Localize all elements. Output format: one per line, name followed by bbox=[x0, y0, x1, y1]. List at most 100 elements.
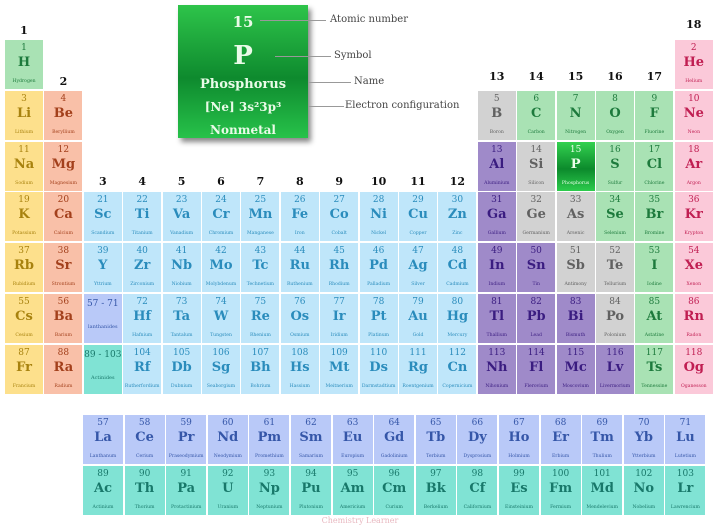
element-cell-al[interactable]: 13 Al Aluminium bbox=[477, 141, 516, 191]
element-cell-ne[interactable]: 10 Ne Neon bbox=[674, 90, 713, 140]
element-cell-re[interactable]: 75 Re Rhenium bbox=[241, 294, 280, 343]
element-cell-ru[interactable]: 44 Ru Ruthenium bbox=[280, 243, 319, 293]
element-cell-tc[interactable]: 43 Tc Technetium bbox=[241, 243, 280, 293]
element-cell-te[interactable]: 52 Te Tellurium bbox=[596, 243, 634, 293]
element-cell-in[interactable]: 49 In Indium bbox=[477, 243, 516, 293]
element-cell-tl[interactable]: 81 Tl Thallium bbox=[477, 294, 516, 343]
element-cell-hg[interactable]: 80 Hg Mercury bbox=[438, 294, 477, 343]
element-cell-ra[interactable]: 88 Ra Radium bbox=[44, 344, 83, 394]
element-cell-i[interactable]: 53 I Iodine bbox=[635, 243, 674, 293]
element-cell-ni[interactable]: 28 Ni Nickel bbox=[359, 192, 398, 242]
element-cell-am[interactable]: 95 Am Americium bbox=[332, 466, 373, 515]
element-cell-es[interactable]: 99 Es Einsteinium bbox=[499, 466, 539, 515]
element-cell-db[interactable]: 105 Db Dubnium bbox=[162, 344, 201, 394]
element-cell-kr[interactable]: 36 Kr Krypton bbox=[674, 192, 713, 242]
element-cell-p[interactable]: 15 P Phosphorus bbox=[556, 141, 595, 191]
element-cell-sm[interactable]: 62 Sm Samarium bbox=[291, 415, 331, 464]
element-cell-th[interactable]: 90 Th Thorium bbox=[124, 466, 165, 515]
element-cell-mt[interactable]: 109 Mt Meitnerium bbox=[320, 344, 359, 394]
element-cell-cu[interactable]: 29 Cu Copper bbox=[399, 192, 437, 242]
element-cell-nb[interactable]: 41 Nb Niobium bbox=[162, 243, 201, 293]
element-cell-cf[interactable]: 98 Cf Californium bbox=[457, 466, 498, 515]
element-cell-tb[interactable]: 65 Tb Terbium bbox=[415, 415, 456, 464]
element-cell-os[interactable]: 76 Os Osmium bbox=[280, 294, 319, 343]
element-cell-pd[interactable]: 46 Pd Palladium bbox=[359, 243, 398, 293]
element-cell-lu[interactable]: 71 Lu Lutetium bbox=[665, 415, 706, 464]
element-cell-rb[interactable]: 37 Rb Rubidium bbox=[5, 243, 43, 293]
element-cell-tm[interactable]: 69 Tm Thulium bbox=[582, 415, 623, 464]
element-cell-cd[interactable]: 48 Cd Cadmium bbox=[438, 243, 477, 293]
element-cell-sg[interactable]: 106 Sg Seaborgium bbox=[202, 344, 240, 394]
element-cell-mo[interactable]: 42 Mo Molybdenum bbox=[202, 243, 240, 293]
element-cell-u[interactable]: 92 U Uranium bbox=[207, 466, 248, 515]
element-cell-f[interactable]: 9 F Fluorine bbox=[635, 90, 674, 140]
element-cell-bi[interactable]: 83 Bi Bismuth bbox=[556, 294, 595, 343]
element-cell-lr[interactable]: 103 Lr Lawrencium bbox=[665, 466, 706, 515]
element-cell-po[interactable]: 84 Po Polonium bbox=[596, 294, 634, 343]
element-cell-s[interactable]: 16 S Sulfur bbox=[596, 141, 634, 191]
element-cell-o[interactable]: 8 O Oxygen bbox=[596, 90, 634, 140]
element-cell-h[interactable]: 1 H Hydrogen bbox=[5, 40, 43, 89]
element-cell-ho[interactable]: 67 Ho Holmium bbox=[499, 415, 539, 464]
element-cell-og[interactable]: 118 Og Oganesson bbox=[674, 344, 713, 394]
element-cell-la[interactable]: 57 La Lanthanum bbox=[83, 415, 123, 464]
element-cell-pr[interactable]: 59 Pr Praseodymium bbox=[166, 415, 207, 464]
element-cell-rg[interactable]: 111 Rg Roentgenium bbox=[399, 344, 437, 394]
element-cell-gd[interactable]: 64 Gd Gadolinium bbox=[374, 415, 415, 464]
element-cell-mn[interactable]: 25 Mn Manganese bbox=[241, 192, 280, 242]
element-cell-w[interactable]: 74 W Tungsten bbox=[202, 294, 240, 343]
element-cell-ag[interactable]: 47 Ag Silver bbox=[399, 243, 437, 293]
element-cell-cs[interactable]: 55 Cs Cesium bbox=[5, 294, 43, 343]
element-cell-bh[interactable]: 107 Bh Bohrium bbox=[241, 344, 280, 394]
element-cell-eu[interactable]: 63 Eu Europium bbox=[332, 415, 373, 464]
element-cell-k[interactable]: 19 K Potassium bbox=[5, 192, 43, 242]
element-cell-ga[interactable]: 31 Ga Gallium bbox=[477, 192, 516, 242]
element-cell-ac[interactable]: 89 Ac Actinium bbox=[83, 466, 123, 515]
element-cell-fm[interactable]: 100 Fm Fermium bbox=[540, 466, 581, 515]
element-cell-rh[interactable]: 45 Rh Rhodium bbox=[320, 243, 359, 293]
element-cell-co[interactable]: 27 Co Cobalt bbox=[320, 192, 359, 242]
element-cell-va[interactable]: 23 Va Vanadium bbox=[162, 192, 201, 242]
element-cell-pa[interactable]: 91 Pa Protactinium bbox=[166, 466, 207, 515]
placeholder-lanthanides[interactable]: 57 - 71 lanthanides bbox=[83, 294, 122, 343]
element-cell-hf[interactable]: 72 Hf Hafnium bbox=[123, 294, 162, 343]
element-cell-ge[interactable]: 32 Ge Germanium bbox=[517, 192, 556, 242]
element-cell-ti[interactable]: 22 Ti Titanium bbox=[123, 192, 162, 242]
element-cell-er[interactable]: 68 Er Erbium bbox=[540, 415, 581, 464]
element-cell-sb[interactable]: 51 Sb Antimony bbox=[556, 243, 595, 293]
element-cell-ta[interactable]: 73 Ta Tantalum bbox=[162, 294, 201, 343]
element-cell-hs[interactable]: 108 Hs Hassium bbox=[280, 344, 319, 394]
element-cell-np[interactable]: 93 Np Neptunium bbox=[249, 466, 290, 515]
element-cell-sc[interactable]: 21 Sc Scandium bbox=[83, 192, 122, 242]
element-cell-au[interactable]: 79 Au Gold bbox=[399, 294, 437, 343]
element-cell-ds[interactable]: 110 Ds Darmstadtium bbox=[359, 344, 398, 394]
element-cell-fr[interactable]: 87 Fr Francium bbox=[5, 344, 43, 394]
element-cell-mg[interactable]: 12 Mg Magnesium bbox=[44, 141, 83, 191]
element-cell-ar[interactable]: 18 Ar Argon bbox=[674, 141, 713, 191]
element-cell-nh[interactable]: 113 Nh Nihonium bbox=[477, 344, 516, 394]
element-cell-si[interactable]: 14 Si Silicon bbox=[517, 141, 556, 191]
element-cell-cm[interactable]: 96 Cm Curium bbox=[374, 466, 415, 515]
element-cell-n[interactable]: 7 N Nitrogen bbox=[556, 90, 595, 140]
element-cell-c[interactable]: 6 C Carbon bbox=[517, 90, 556, 140]
element-cell-ts[interactable]: 117 Ts Tennessine bbox=[635, 344, 674, 394]
element-cell-li[interactable]: 3 Li Lithium bbox=[5, 90, 43, 140]
element-cell-he[interactable]: 2 He Helium bbox=[674, 40, 713, 89]
placeholder-actinides[interactable]: 89 - 103 Actinides bbox=[83, 344, 122, 394]
element-cell-zr[interactable]: 40 Zr Zirconium bbox=[123, 243, 162, 293]
element-cell-bk[interactable]: 97 Bk Berkelium bbox=[415, 466, 456, 515]
element-cell-nd[interactable]: 60 Nd Neodymium bbox=[207, 415, 248, 464]
element-cell-dy[interactable]: 66 Dy Dysprosium bbox=[457, 415, 498, 464]
element-cell-pm[interactable]: 61 Pm Promethium bbox=[249, 415, 290, 464]
element-cell-y[interactable]: 39 Y Yttrium bbox=[83, 243, 122, 293]
element-cell-ce[interactable]: 58 Ce Cerium bbox=[124, 415, 165, 464]
element-cell-be[interactable]: 4 Be Beryllium bbox=[44, 90, 83, 140]
element-cell-mc[interactable]: 115 Mc Moscovium bbox=[556, 344, 595, 394]
element-cell-ir[interactable]: 77 Ir Iridium bbox=[320, 294, 359, 343]
element-cell-sr[interactable]: 38 Sr Strontium bbox=[44, 243, 83, 293]
element-cell-xe[interactable]: 54 Xe Xenon bbox=[674, 243, 713, 293]
element-cell-md[interactable]: 101 Md Mendelevium bbox=[582, 466, 623, 515]
element-cell-na[interactable]: 11 Na Sodium bbox=[5, 141, 43, 191]
element-cell-cn[interactable]: 112 Cn Copernicium bbox=[438, 344, 477, 394]
element-cell-rf[interactable]: 104 Rf Rutherfordium bbox=[123, 344, 162, 394]
